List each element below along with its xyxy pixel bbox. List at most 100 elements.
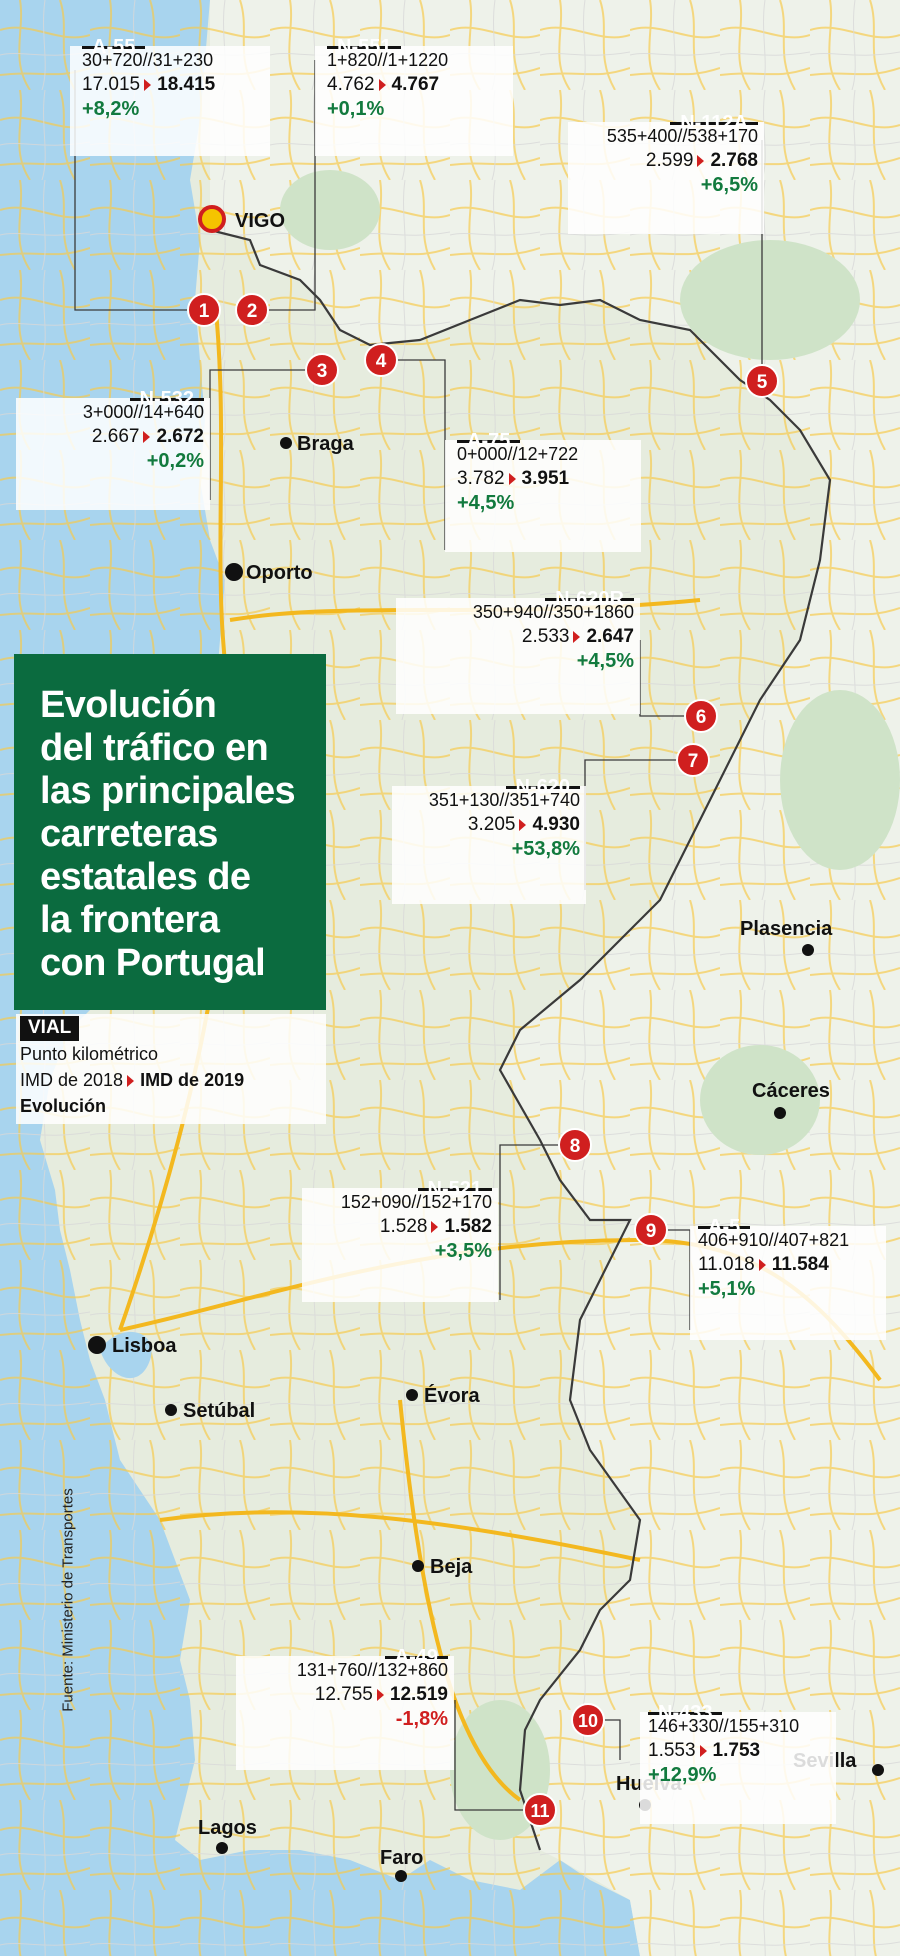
legend-imd-2018: IMD de 2018 xyxy=(20,1070,124,1090)
city-caceres: Cáceres xyxy=(752,1080,830,1119)
marker-number: 4 xyxy=(376,351,387,372)
triangle-right-icon xyxy=(143,430,151,443)
legend-line-evolucion: Evolución xyxy=(20,1096,107,1116)
imd-2018: 4.762 xyxy=(327,74,375,95)
marker-number: 5 xyxy=(757,372,768,393)
marker-number: 10 xyxy=(578,1711,598,1731)
road-evolucion: -1,8% xyxy=(395,1708,448,1730)
imd-2018: 3.205 xyxy=(467,814,516,835)
road-imd: 4.762 4.767 xyxy=(327,72,513,97)
road-imd: 1.528 1.582 xyxy=(302,1214,492,1239)
marker-4[interactable]: 4 xyxy=(364,343,398,377)
title-line: las principales xyxy=(40,770,296,812)
road-evolucion: +0,1% xyxy=(327,98,385,120)
road-evolucion: +4,5% xyxy=(576,650,634,672)
imd-2018: 3.782 xyxy=(457,468,505,489)
road-box-a75: A-75 0+000//12+722 3.782 3.951 +4,5% xyxy=(445,431,641,552)
city-lisboa: Lisboa xyxy=(88,1335,177,1357)
imd-2019: 2.647 xyxy=(586,626,634,647)
road-imd: 17.015 18.415 xyxy=(82,72,270,97)
road-imd: 2.667 2.672 xyxy=(16,424,204,449)
triangle-right-icon xyxy=(378,78,386,91)
legend-tag: VIAL xyxy=(20,1016,80,1041)
imd-2019: 1.753 xyxy=(712,1740,761,1761)
marker-number: 6 xyxy=(696,707,707,728)
marker-number: 1 xyxy=(199,301,210,322)
road-evolucion: +4,5% xyxy=(457,492,515,514)
road-box-a55: A-55 30+720//31+230 17.015 18.415 +8,2% xyxy=(70,37,270,156)
imd-2019: 3.951 xyxy=(521,468,570,489)
imd-2019: 2.768 xyxy=(710,150,758,171)
imd-2019: 12.519 xyxy=(389,1684,448,1705)
city-beja: Beja xyxy=(412,1556,473,1578)
forest-patch xyxy=(700,1045,820,1155)
marker-1[interactable]: 1 xyxy=(187,293,221,327)
city-label-caceres: Cáceres xyxy=(752,1080,830,1102)
road-evolucion: +53,8% xyxy=(511,838,580,860)
road-imd: 11.018 11.584 xyxy=(698,1252,886,1277)
marker-5[interactable]: 5 xyxy=(745,364,779,398)
road-evolucion: +12,9% xyxy=(648,1764,717,1786)
marker-number: 7 xyxy=(688,751,699,772)
city-label-lisboa: Lisboa xyxy=(112,1335,177,1357)
road-pk: 146+330//155+310 xyxy=(648,1716,800,1736)
title-line: del tráfico en xyxy=(40,727,269,769)
marker-number: 2 xyxy=(247,301,258,322)
marker-9[interactable]: 9 xyxy=(634,1213,668,1247)
city-label-oporto: Oporto xyxy=(246,562,313,584)
road-evolucion: +8,2% xyxy=(82,98,140,120)
triangle-right-icon xyxy=(376,1688,384,1701)
marker-2[interactable]: 2 xyxy=(235,293,269,327)
imd-2019: 18.415 xyxy=(157,74,216,95)
imd-2018: 2.667 xyxy=(91,426,140,447)
road-pk: 131+760//132+860 xyxy=(296,1660,448,1680)
triangle-right-icon xyxy=(431,1220,439,1233)
marker-7[interactable]: 7 xyxy=(676,743,710,777)
imd-2019: 1.582 xyxy=(444,1216,492,1237)
city-oporto: Oporto xyxy=(225,562,313,584)
road-pk: 0+000//12+722 xyxy=(457,444,579,464)
road-pk: 30+720//31+230 xyxy=(82,50,214,70)
imd-2019: 11.584 xyxy=(771,1254,829,1275)
title-box: Evolución del tráfico en las principales… xyxy=(14,654,326,1010)
city-label-faro: Faro xyxy=(380,1847,423,1869)
marker-3[interactable]: 3 xyxy=(305,353,339,387)
title-line: con Portugal xyxy=(40,942,266,984)
marker-6[interactable]: 6 xyxy=(684,699,718,733)
road-imd: 2.599 2.768 xyxy=(568,148,758,173)
road-imd: 3.205 4.930 xyxy=(392,812,580,837)
road-pk: 406+910//407+821 xyxy=(698,1230,850,1250)
road-imd: 1.553 1.753 xyxy=(648,1738,836,1763)
road-pk: 1+820//1+1220 xyxy=(327,50,449,70)
imd-2018: 12.755 xyxy=(314,1684,373,1705)
forest-patch xyxy=(680,240,860,360)
marker-10[interactable]: 10 xyxy=(571,1703,605,1737)
legend-line-pk: Punto kilométrico xyxy=(20,1044,159,1064)
city-lagos: Lagos xyxy=(198,1817,257,1854)
triangle-right-icon xyxy=(758,1258,766,1271)
marker-8[interactable]: 8 xyxy=(558,1128,592,1162)
road-box-n532: N-532 3+000//14+640 2.667 2.672 +0,2% xyxy=(16,389,210,510)
city-label-vigo: VIGO xyxy=(235,210,285,232)
source-note: Fuente: Ministerio de Transportes xyxy=(59,1488,77,1712)
city-plasencia: Plasencia xyxy=(740,918,833,956)
road-evolucion: +3,5% xyxy=(434,1240,492,1262)
road-pk: 152+090//152+170 xyxy=(340,1192,492,1212)
title-line: estatales de xyxy=(40,856,251,898)
road-pk: 351+130//351+740 xyxy=(428,790,580,810)
road-box-a5: A-5 406+910//407+821 11.018 11.584 +5,1% xyxy=(690,1217,886,1340)
city-label-setubal: Setúbal xyxy=(183,1400,255,1422)
road-pk: 350+940//350+1860 xyxy=(472,602,634,622)
imd-2019: 4.930 xyxy=(532,814,580,835)
road-imd: 2.533 2.647 xyxy=(396,624,634,649)
triangle-right-icon xyxy=(699,1744,707,1757)
city-label-beja: Beja xyxy=(430,1556,473,1578)
road-imd: 12.755 12.519 xyxy=(236,1682,448,1707)
imd-2018: 2.599 xyxy=(645,150,694,171)
marker-11[interactable]: 11 xyxy=(523,1793,557,1827)
imd-2018: 1.528 xyxy=(379,1216,428,1237)
road-pk: 3+000//14+640 xyxy=(82,402,204,422)
forest-patch xyxy=(780,690,900,870)
marker-number: 9 xyxy=(646,1221,657,1242)
